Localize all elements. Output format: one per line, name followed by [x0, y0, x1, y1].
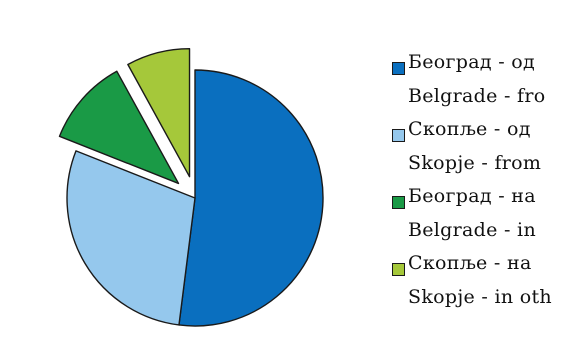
legend-label-en: Skopje - in oth — [408, 286, 552, 308]
pie-slice-2 — [58, 70, 180, 185]
legend-swatch — [392, 129, 405, 142]
legend-entry-skopje-from: Скопље - од Skopje - from — [392, 115, 568, 182]
legend-label-en: Skopje - from — [408, 152, 542, 174]
legend-swatch — [392, 196, 405, 209]
legend-label: Скопље - на — [408, 252, 532, 274]
legend-entry-belgrade-in: Београд - на Belgrade - in — [392, 182, 568, 249]
pie-slice-0 — [178, 69, 324, 327]
legend: Београд - од Belgrade - fro Скопље - од … — [392, 48, 568, 316]
legend-label-en: Belgrade - in — [408, 219, 536, 241]
legend-entry-belgrade-from: Београд - од Belgrade - fro — [392, 48, 568, 115]
legend-swatch — [392, 62, 405, 75]
pie-slice-3 — [127, 47, 191, 178]
legend-label: Скопље - од — [408, 118, 531, 140]
legend-entry-skopje-in: Скопље - на Skopje - in oth — [392, 249, 568, 316]
legend-label: Београд - на — [408, 185, 536, 207]
pie-slice-1 — [66, 150, 196, 326]
legend-swatch — [392, 263, 405, 276]
legend-label-en: Belgrade - fro — [408, 85, 546, 107]
legend-label: Београд - од — [408, 51, 536, 73]
